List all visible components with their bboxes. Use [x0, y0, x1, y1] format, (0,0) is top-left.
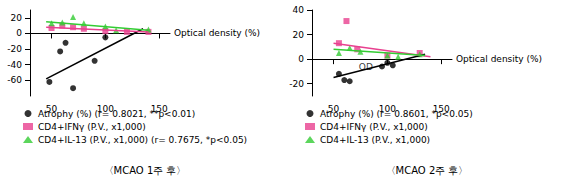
svg-text:〈MCAO 2주 후〉: 〈MCAO 2주 후〉	[386, 165, 469, 176]
svg-text:CD4+IL-13 (P.V., x1,000): CD4+IL-13 (P.V., x1,000)	[320, 135, 430, 145]
svg-text:Atrophy (%) (r= 0.8601, *p<0.0: Atrophy (%) (r= 0.8601, *p<0.05)	[320, 109, 473, 119]
svg-text:Optical density (%): Optical density (%)	[174, 28, 260, 38]
svg-text:20: 20	[293, 30, 305, 40]
svg-text:Atrophy (%) (r= 0.8021, **p<0.: Atrophy (%) (r= 0.8021, **p<0.01)	[38, 109, 195, 119]
svg-text:40: 40	[293, 5, 305, 15]
svg-text:-20: -20	[7, 44, 22, 54]
svg-text:CD4+IFNγ (P.V., x1,000): CD4+IFNγ (P.V., x1,000)	[38, 122, 146, 132]
svg-text:0: 0	[298, 54, 304, 64]
svg-text:CD4+IFNγ (P.V., x1,000): CD4+IFNγ (P.V., x1,000)	[320, 122, 428, 132]
svg-text:CD4+IL-13 (P.V., x1,000) (r= 0: CD4+IL-13 (P.V., x1,000) (r= 0.7675, *p<…	[38, 135, 247, 145]
svg-text:OD: OD	[358, 61, 373, 72]
svg-text:20: 20	[11, 13, 23, 23]
svg-text:-20: -20	[289, 79, 304, 89]
svg-text:Optical density (%): Optical density (%)	[456, 54, 542, 64]
svg-text:0: 0	[16, 28, 22, 38]
svg-text:〈MCAO 1주 후〉: 〈MCAO 1주 후〉	[104, 165, 187, 176]
svg-text:-60: -60	[7, 75, 22, 85]
svg-text:-40: -40	[7, 60, 22, 70]
